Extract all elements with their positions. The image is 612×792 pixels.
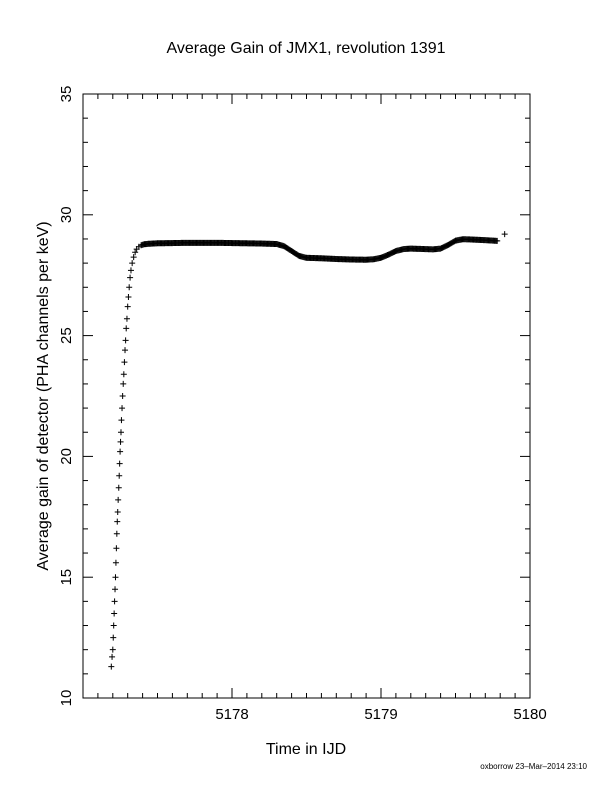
data-point	[112, 559, 119, 566]
data-point	[109, 646, 116, 653]
data-point	[115, 484, 122, 491]
data-point	[494, 237, 501, 244]
data-point	[120, 380, 127, 387]
data-point	[117, 438, 124, 445]
data-point	[113, 545, 120, 552]
data-point	[121, 359, 128, 366]
y-axis-tick-labels: 10 15 20 25 30 35	[58, 86, 75, 707]
x-axis-label: Time in IJD	[266, 741, 346, 758]
y-axis-ticks	[83, 93, 530, 699]
data-point	[130, 254, 137, 261]
x-tick-label: 5178	[215, 706, 248, 723]
data-point	[119, 405, 126, 412]
data-point	[110, 634, 117, 641]
data-point	[116, 460, 123, 467]
data-point	[114, 518, 121, 525]
data-point	[117, 448, 124, 455]
data-point	[124, 303, 131, 310]
y-axis-label: Average gain of detector (PHA channels p…	[35, 221, 52, 570]
y-tick-label: 20	[58, 448, 75, 465]
x-tick-label: 5180	[513, 706, 546, 723]
data-point	[122, 347, 129, 354]
gain-series	[108, 231, 508, 670]
y-tick-label: 25	[58, 327, 75, 344]
x-axis-ticks	[82, 94, 531, 698]
data-point	[125, 293, 132, 300]
data-point	[132, 249, 139, 256]
chart-title: Average Gain of JMX1, revolution 1391	[167, 40, 446, 57]
data-point	[112, 586, 119, 593]
y-tick-label: 15	[58, 569, 75, 586]
y-tick-label: 30	[58, 206, 75, 223]
data-point	[108, 663, 115, 670]
data-point	[501, 231, 508, 238]
data-point	[116, 472, 123, 479]
data-point	[123, 325, 130, 332]
data-point	[114, 508, 121, 515]
y-tick-label: 35	[58, 86, 75, 103]
data-point	[111, 610, 118, 617]
data-point	[123, 315, 130, 322]
data-point	[129, 260, 136, 267]
data-point	[119, 393, 126, 399]
data-point	[126, 284, 133, 291]
data-point	[109, 653, 116, 660]
plot-frame	[82, 93, 531, 699]
data-point	[122, 337, 129, 344]
data-point	[118, 417, 125, 424]
data-point	[110, 622, 117, 629]
data-point	[112, 574, 119, 581]
footer-stamp: oxborrow 23–Mar–2014 23:10	[480, 762, 587, 771]
data-point	[111, 598, 118, 605]
x-axis-tick-labels: 5178 5179 5180	[215, 706, 546, 723]
y-tick-label: 10	[58, 690, 75, 707]
data-point	[113, 530, 120, 537]
data-point	[117, 429, 124, 436]
data-point	[120, 371, 127, 378]
data-point	[127, 267, 134, 274]
data-point	[115, 496, 122, 503]
x-tick-label: 5179	[364, 706, 397, 723]
data-point	[127, 274, 134, 281]
